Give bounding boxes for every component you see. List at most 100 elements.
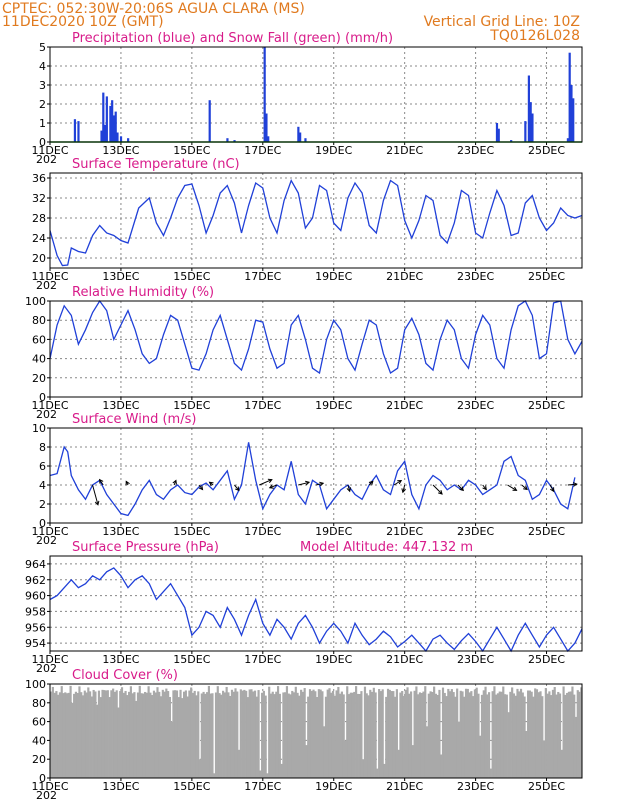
cloud-bar xyxy=(128,691,131,778)
cloud-bar xyxy=(296,692,299,778)
cloud-bar xyxy=(271,691,274,778)
x-tick-label: 19DEC xyxy=(315,399,352,412)
cloud-bar xyxy=(333,695,336,778)
y-tick-label: 40 xyxy=(32,353,46,366)
cloud-bar xyxy=(493,686,496,778)
x-tick-label: 19DEC xyxy=(315,144,352,157)
panel-title: Surface Pressure (hPa) xyxy=(72,540,219,555)
cloud-bar xyxy=(308,689,312,778)
cloud-bar xyxy=(278,693,281,778)
cloud-bar xyxy=(174,690,177,778)
x-tick-label: 17DEC xyxy=(244,144,281,157)
cloud-bar xyxy=(417,694,420,778)
y-tick-label: 8 xyxy=(39,441,46,454)
cloud-bar xyxy=(436,694,439,778)
cloud-bar xyxy=(542,740,546,778)
panel-title: Cloud Cover (%) xyxy=(72,668,178,683)
cloud-bar xyxy=(365,693,368,778)
y-tick-label: 10 xyxy=(32,422,46,435)
wind-arrow xyxy=(99,479,104,486)
cloud-bar xyxy=(184,690,187,778)
cloud-bar xyxy=(67,692,70,778)
cloud-bar xyxy=(519,688,523,778)
cloud-bar xyxy=(488,692,491,778)
cloud-bar xyxy=(434,693,437,778)
cloud-bar xyxy=(367,695,370,778)
cloud-bar xyxy=(392,691,395,778)
cloud-bar xyxy=(429,691,432,778)
precip-bar xyxy=(297,126,300,142)
cloud-bar xyxy=(440,754,443,778)
cloud-bar xyxy=(409,691,413,778)
cloud-bar xyxy=(202,691,205,778)
panel-frame xyxy=(49,555,583,652)
cloud-bar xyxy=(452,692,455,778)
wind-arrow-head xyxy=(346,487,352,493)
cloud-bar xyxy=(154,692,157,778)
cloud-bar xyxy=(310,690,313,778)
cloud-bar xyxy=(181,698,184,778)
cloud-bar xyxy=(284,692,287,778)
cloud-bar xyxy=(550,695,553,778)
x-tick-label: 23DEC xyxy=(457,780,494,793)
wind-arrow xyxy=(567,483,577,486)
wind-arrow-head xyxy=(94,500,100,506)
cloud-bar xyxy=(353,691,356,778)
cloud-bar xyxy=(425,726,429,778)
cloud-bar xyxy=(163,691,166,778)
y-tick-label: 20 xyxy=(32,372,46,385)
y-tick-label: 60 xyxy=(32,333,46,346)
cloud-bar xyxy=(562,686,565,778)
precip-bar xyxy=(572,98,575,142)
cloud-bar xyxy=(161,689,164,778)
y-tick-label: 954 xyxy=(25,637,46,650)
panel-frame xyxy=(49,683,583,779)
cloud-bar xyxy=(464,688,468,778)
wind-arrow-head xyxy=(125,480,130,486)
cloud-bar xyxy=(282,692,285,778)
wind-series-line xyxy=(49,442,576,517)
cloud-bar xyxy=(351,692,354,778)
x-tick-label: 13DEC xyxy=(102,144,139,157)
cloud-bar xyxy=(243,689,246,778)
y-tick-label: 24 xyxy=(32,232,46,245)
cloud-bar xyxy=(558,693,562,778)
cloud-bar xyxy=(222,690,225,778)
year-label: 202 xyxy=(36,534,57,547)
cloud-bar xyxy=(275,691,278,778)
cloud-bar xyxy=(473,689,476,778)
y-tick-label: 0 xyxy=(39,517,46,530)
cloud-bar xyxy=(285,686,289,778)
cloud-bar xyxy=(445,696,448,778)
x-tick-label: 11DEC xyxy=(31,144,68,157)
x-tick-label: 21DEC xyxy=(386,270,423,283)
cloud-bar xyxy=(165,688,168,778)
cloud-bar xyxy=(411,745,414,778)
cloud-bar xyxy=(355,686,358,778)
cloud-bar xyxy=(378,689,381,778)
cloud-bar xyxy=(482,690,485,778)
cloud-bar xyxy=(112,688,115,778)
cloud-bar xyxy=(50,691,53,778)
precip-bar xyxy=(529,102,532,142)
cloud-bar xyxy=(292,692,296,778)
wind-arrow-head xyxy=(319,481,325,487)
cloud-bar xyxy=(323,726,326,778)
wind-arrow-head xyxy=(208,481,214,487)
cloud-bar xyxy=(477,693,480,778)
wind-arrow xyxy=(507,484,517,491)
cloud-bar xyxy=(177,697,180,778)
precip-bar xyxy=(263,47,266,142)
cloud-bar xyxy=(331,690,335,778)
precip-bar xyxy=(568,52,571,143)
cloud-bar xyxy=(466,688,469,778)
header-station: CPTEC: 052:30W-20:06S AGUA CLARA (MS) xyxy=(2,1,305,17)
cloud-bar xyxy=(129,686,132,778)
y-tick-label: 40 xyxy=(32,734,46,747)
cloud-bar xyxy=(204,693,207,778)
cloud-bar xyxy=(69,685,72,778)
cloud-bar xyxy=(486,694,489,778)
cloud-bar xyxy=(363,686,367,778)
cloud-bar xyxy=(450,689,453,778)
cloud-bar xyxy=(135,700,138,778)
